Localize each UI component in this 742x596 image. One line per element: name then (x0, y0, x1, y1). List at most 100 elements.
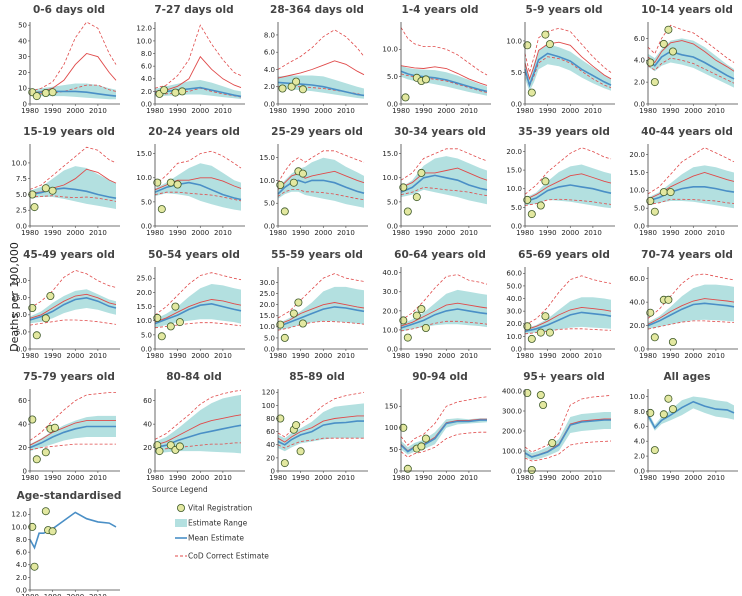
y-tick-label: 15.0 (136, 303, 152, 311)
x-tick-label: 2010 (337, 229, 355, 237)
y-tick-label: 15.0 (259, 312, 275, 320)
x-tick-label: 2010 (707, 229, 725, 237)
y-tick-label: 50 (18, 22, 27, 30)
cod-bound-line (277, 273, 365, 319)
y-tick-label: 80 (266, 415, 275, 423)
source-legend: Source Legend Vital Registration Estimate … (152, 485, 269, 561)
x-tick-label: 1990 (44, 352, 62, 360)
x-tick-label: 2000 (561, 474, 579, 482)
x-tick-label: 2000 (561, 352, 579, 360)
cod-bound-line (524, 56, 612, 88)
vital-registration-point (646, 408, 655, 417)
x-tick-label: 1990 (169, 107, 187, 115)
x-tick-label: 2000 (66, 107, 84, 115)
y-tick-label: 100.0 (502, 447, 522, 455)
y-tick-label: 40.0 (629, 299, 645, 307)
panel-title: 60-64 years old (394, 249, 486, 261)
x-tick-label: 2000 (437, 107, 455, 115)
vital-registration-point (650, 446, 659, 455)
vital-registration-point (399, 183, 408, 192)
mean-estimate-line (524, 311, 612, 333)
y-tick-label: 200.0 (502, 427, 522, 435)
vital-registration-point (28, 303, 37, 312)
mean-estimate-line (29, 511, 117, 550)
x-tick-label: 2000 (314, 229, 332, 237)
vital-registration-point (664, 394, 673, 403)
y-tick-label: 20.0 (136, 289, 152, 297)
x-tick-label: 1980 (21, 593, 39, 596)
y-tick-label: 20 (18, 69, 27, 77)
y-tick-label: 50 (389, 446, 398, 454)
mean-estimate-line (400, 70, 488, 93)
y-tick-label: 20.0 (11, 277, 27, 285)
x-tick-label: 2000 (684, 474, 702, 482)
cod-bound-line (647, 24, 735, 63)
x-tick-label: 2000 (191, 474, 209, 482)
y-tick-label: 20.0 (629, 322, 645, 330)
cod-bound-line (277, 320, 365, 331)
x-tick-label: 2010 (584, 229, 602, 237)
vital-registration-point (155, 447, 164, 456)
panel-14: 55-59 years old 0.0 5.0 10.0 15.0 20.0 25.0 30.… (259, 249, 368, 360)
y-tick-label: 40 (18, 421, 27, 429)
x-tick-label: 2000 (684, 229, 702, 237)
x-tick-label: 1980 (516, 107, 534, 115)
y-tick-label: 20.0 (382, 307, 398, 315)
cod-bound-line (29, 269, 117, 309)
panel-title: 0-6 days old (33, 4, 105, 16)
y-tick-label: 10.0 (382, 46, 398, 54)
vital-registration-point (30, 203, 39, 212)
panel-title: 10-14 years old (641, 4, 733, 16)
y-tick-label: 5.0 (16, 328, 27, 336)
estimate-range-band (648, 284, 734, 330)
x-tick-label: 1990 (662, 107, 680, 115)
panel-19: 80-84 old 0 20 40 60 1980 1990 2000 2010 (143, 371, 245, 482)
panel-title: 30-34 years old (394, 126, 486, 138)
x-tick-label: 2010 (214, 474, 232, 482)
vital-registration-point (403, 333, 412, 342)
vital-registration-point (294, 298, 303, 307)
estimate-range-band (525, 44, 611, 92)
panel-15: 60-64 years old 0.0 10.0 20.0 30.0 40.0 1980 19… (382, 249, 491, 360)
y-tick-label: 0 (271, 467, 275, 475)
vital-registration-point (32, 92, 41, 101)
y-tick-label: 0 (23, 100, 27, 108)
x-tick-label: 2010 (214, 352, 232, 360)
y-tick-label: 2.5 (16, 207, 27, 215)
vital-registration-point (157, 205, 166, 214)
estimate-range-band (401, 65, 487, 96)
vital-registration-point (668, 337, 677, 346)
x-tick-label: 2010 (584, 352, 602, 360)
cod-bound-line (154, 272, 242, 316)
y-tick-label: 40 (266, 441, 275, 449)
vital-registration-point (276, 180, 285, 189)
cod-bound-line (277, 29, 365, 70)
legend-swatch-point (176, 503, 185, 512)
vital-registration-point (28, 415, 37, 424)
vital-registration-point (539, 400, 548, 409)
y-tick-label: 12.0 (11, 511, 27, 519)
x-tick-label: 1980 (269, 352, 287, 360)
x-tick-label: 1990 (662, 474, 680, 482)
estimate-range-band (648, 396, 734, 431)
vital-registration-point (412, 311, 421, 320)
vital-registration-point (664, 25, 673, 34)
x-tick-label: 2010 (707, 474, 725, 482)
mean-estimate-line (154, 86, 242, 98)
panel-title: 15-19 years old (23, 126, 115, 138)
x-tick-label: 2010 (337, 352, 355, 360)
cod-bound-line (647, 198, 735, 205)
y-tick-label: 0 (23, 467, 27, 475)
y-tick-label: 10.0 (136, 317, 152, 325)
y-tick-label: 6.0 (634, 35, 645, 43)
y-tick-label: 8.0 (16, 536, 27, 544)
y-tick-label: 10.0 (629, 187, 645, 195)
cod-bound-line (277, 437, 364, 449)
estimate-range-band (278, 286, 364, 331)
x-tick-label: 2010 (460, 474, 478, 482)
x-tick-label: 1990 (169, 474, 187, 482)
cod-correct-line (277, 170, 365, 190)
cod-correct-line (400, 302, 488, 327)
vital-registration-point (50, 423, 59, 432)
y-tick-label: 0.0 (264, 345, 275, 353)
